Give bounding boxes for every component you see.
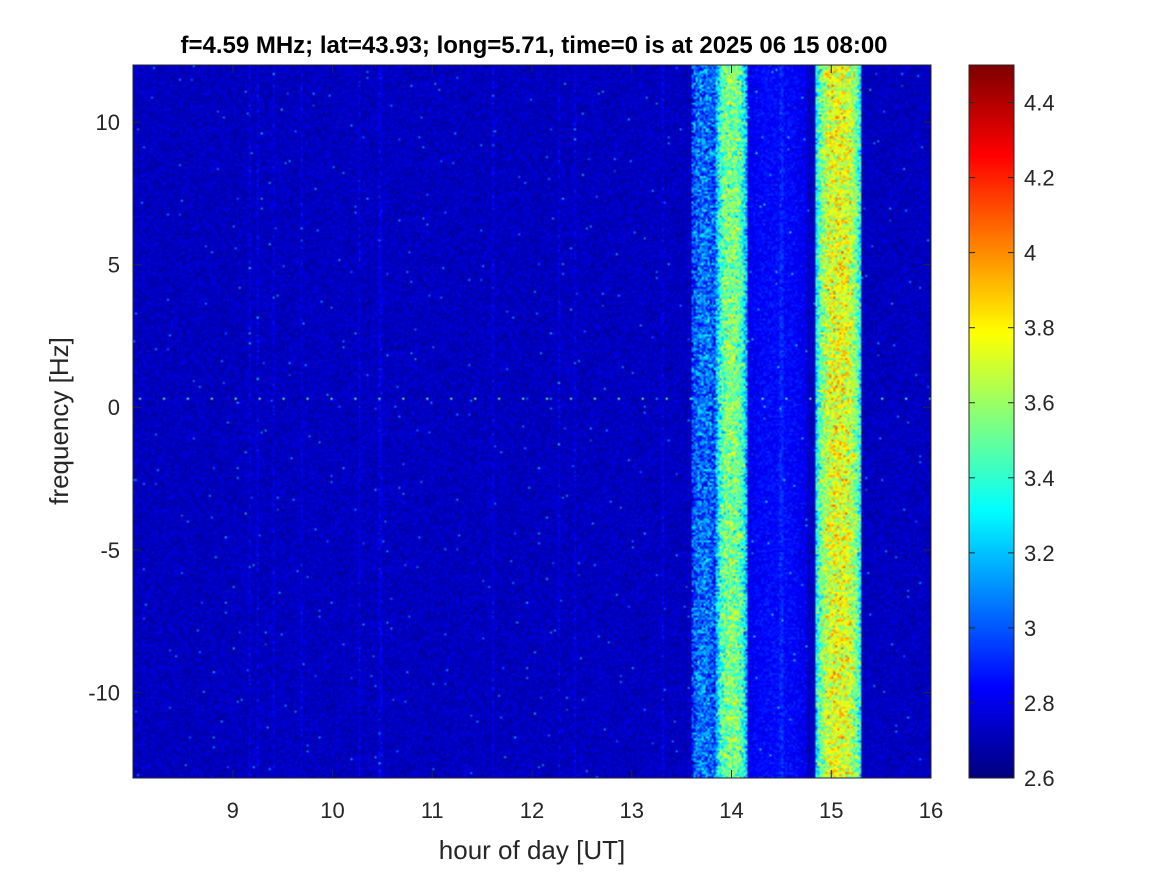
x-tick-label: 12: [520, 798, 544, 823]
colorbar-ticks: 4.4 4.2 4 3.8 3.6 3.4 3.2 3 2.8 2.6: [969, 91, 1055, 791]
chart-title: f=4.59 MHz; lat=43.93; long=5.71, time=0…: [180, 32, 887, 59]
colorbar-tick-label: 3.4: [1024, 466, 1055, 491]
colorbar-tick-label: 4.2: [1024, 166, 1055, 191]
x-tick-label: 15: [819, 798, 843, 823]
colorbar: [969, 65, 1014, 778]
colorbar-tick-label: 4.4: [1024, 91, 1055, 116]
colorbar-tick-label: 4: [1024, 241, 1036, 266]
y-tick-label: -5: [100, 538, 120, 563]
x-axis-ticks: 9 10 11 12 13 14 15 16: [227, 65, 943, 823]
colorbar-tick-label: 3.6: [1024, 391, 1055, 416]
x-tick-label: 13: [620, 798, 644, 823]
y-tick-label: 10: [96, 110, 120, 135]
x-tick-label: 10: [320, 798, 344, 823]
y-tick-label: -10: [88, 680, 120, 705]
y-axis-label: frequency [Hz]: [44, 337, 74, 505]
colorbar-tick-label: 3.8: [1024, 316, 1055, 341]
x-axis-label: hour of day [UT]: [439, 835, 625, 865]
y-axis-ticks: 10 5 0 -5 -10: [88, 110, 931, 705]
colorbar-tick-label: 2.6: [1024, 766, 1055, 791]
x-tick-label: 11: [421, 798, 444, 823]
y-tick-label: 0: [108, 395, 120, 420]
x-tick-label: 9: [227, 798, 239, 823]
colorbar-tick-label: 2.8: [1024, 691, 1055, 716]
colorbar-tick-label: 3.2: [1024, 541, 1055, 566]
x-tick-label: 16: [919, 798, 943, 823]
spectrogram-heatmap: [133, 65, 931, 778]
colorbar-tick-label: 3: [1024, 616, 1036, 641]
x-tick-label: 14: [719, 798, 743, 823]
colorbar-frame: [968, 64, 1015, 779]
y-tick-label: 5: [108, 253, 120, 278]
